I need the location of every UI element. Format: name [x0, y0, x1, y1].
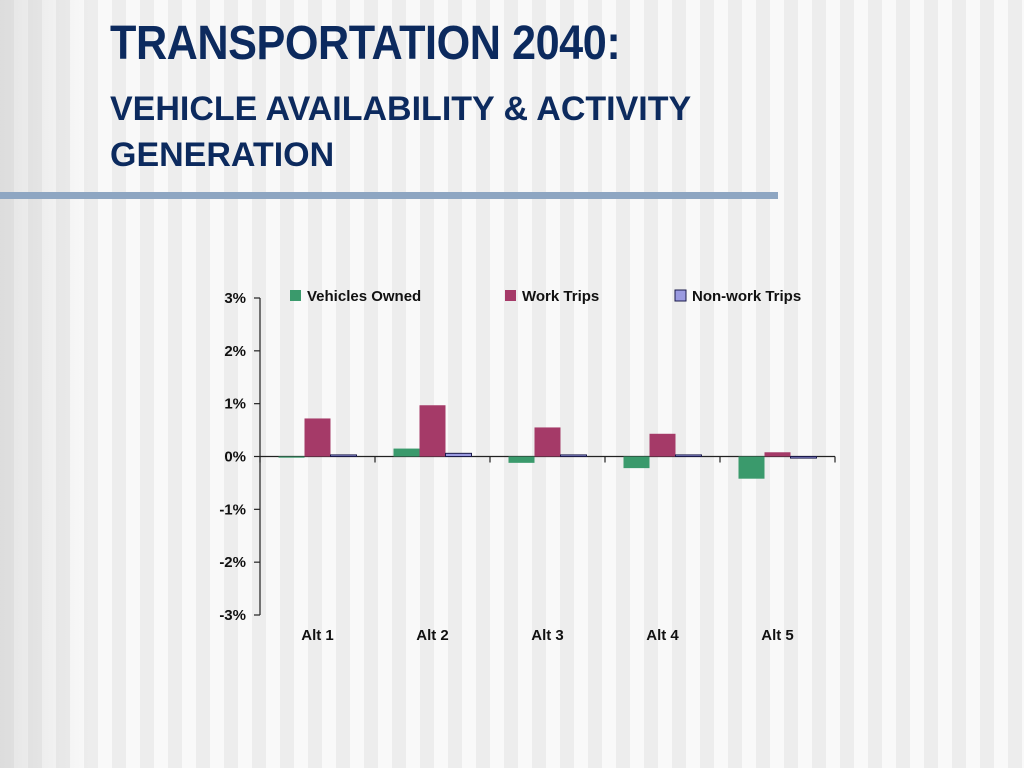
- x-tick-label: Alt 3: [531, 627, 564, 644]
- bar-non-work-trips-alt-3: [560, 454, 587, 457]
- x-tick-label: Alt 4: [646, 627, 679, 644]
- title-divider: [0, 192, 778, 199]
- bar-vehicles-owned-alt-2: [393, 448, 420, 457]
- legend-swatch: [674, 289, 687, 302]
- legend-label: Vehicles Owned: [307, 288, 421, 305]
- y-tick-label: 3%: [224, 290, 246, 307]
- bar-work-trips-alt-2: [419, 405, 446, 457]
- bar-non-work-trips-alt-5: [790, 456, 817, 459]
- y-tick-label: -1%: [219, 501, 246, 518]
- slide-subtitle: VEHICLE AVAILABILITY & ACTIVITY GENERATI…: [110, 90, 691, 174]
- chart-container: 3% 2% 1% 0% -1% -2% -3% Alt 1 Alt 2 Alt 3 Alt 4 Alt…: [200, 270, 860, 650]
- bar-non-work-trips-alt-4: [675, 454, 702, 457]
- bar-work-trips-alt-1: [304, 418, 331, 457]
- y-tick-label: 0%: [224, 449, 246, 466]
- legend-swatch: [290, 290, 301, 301]
- bar-chart: 3% 2% 1% 0% -1% -2% -3% Alt 1 Alt 2 Alt 3 Alt 4 Alt…: [219, 288, 836, 644]
- y-tick-label: 1%: [224, 396, 246, 413]
- y-tick-label: -2%: [219, 554, 246, 571]
- bar-vehicles-owned-alt-4: [623, 456, 650, 469]
- bar-vehicles-owned-alt-1: [278, 456, 305, 458]
- bar-work-trips-alt-5: [764, 452, 791, 457]
- bar-vehicles-owned-alt-3: [508, 456, 535, 463]
- slide-title: TRANSPORTATION 2040:: [110, 17, 621, 70]
- bar-work-trips-alt-4: [649, 433, 676, 457]
- bar-vehicles-owned-alt-5: [738, 456, 765, 479]
- y-tick-label: 2%: [224, 343, 246, 360]
- legend-swatch: [505, 290, 516, 301]
- bar-non-work-trips-alt-1: [330, 454, 357, 457]
- legend-label: Non-work Trips: [692, 288, 801, 305]
- bar-work-trips-alt-3: [534, 427, 561, 457]
- x-tick-label: Alt 1: [301, 627, 334, 644]
- background-shade: [0, 0, 90, 768]
- legend-label: Work Trips: [522, 288, 599, 305]
- y-tick-label: -3%: [219, 607, 246, 624]
- x-tick-label: Alt 2: [416, 627, 449, 644]
- bar-non-work-trips-alt-2: [445, 452, 472, 458]
- x-tick-label: Alt 5: [761, 627, 794, 644]
